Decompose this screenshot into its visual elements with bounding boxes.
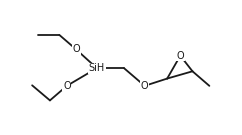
Text: O: O: [63, 81, 71, 91]
Text: O: O: [176, 51, 184, 61]
Text: SiH: SiH: [89, 63, 105, 73]
Text: O: O: [141, 81, 149, 91]
Text: O: O: [72, 44, 80, 54]
